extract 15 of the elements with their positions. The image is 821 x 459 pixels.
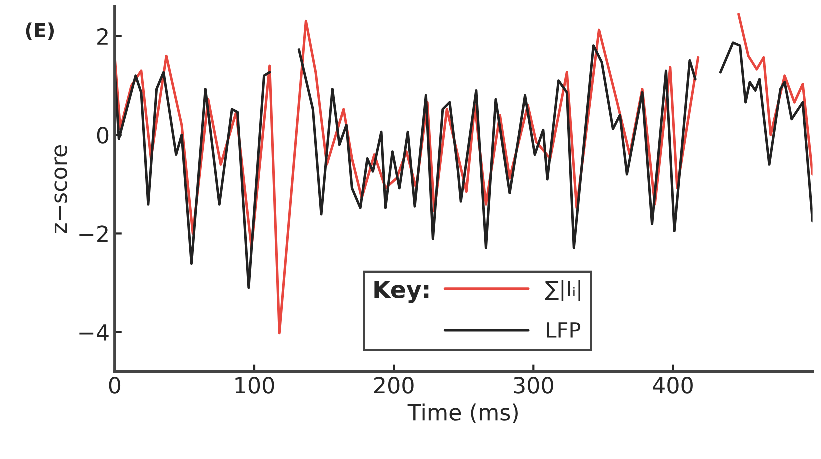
x-tick-label: 300: [514, 377, 554, 394]
y-tick-label: 2: [98, 28, 108, 45]
legend-title: Key:: [374, 280, 429, 304]
y-tick-label: −2: [80, 226, 108, 242]
text: (E): [26, 22, 54, 40]
y-axis-title: z−score: [54, 146, 68, 234]
legend-label: LFP: [547, 322, 581, 338]
legend-label: ∑|Iᵢ|: [545, 280, 580, 302]
x-tick-label: 200: [374, 377, 414, 394]
y-tick-label: −4: [80, 324, 109, 341]
x-tick-label: 100: [236, 377, 274, 394]
x-axis-title: Time (ms): [408, 404, 518, 424]
x-tick-label: 400: [653, 377, 693, 394]
x-tick-label: 0: [109, 377, 121, 394]
y-tick-label: 0: [97, 127, 109, 144]
